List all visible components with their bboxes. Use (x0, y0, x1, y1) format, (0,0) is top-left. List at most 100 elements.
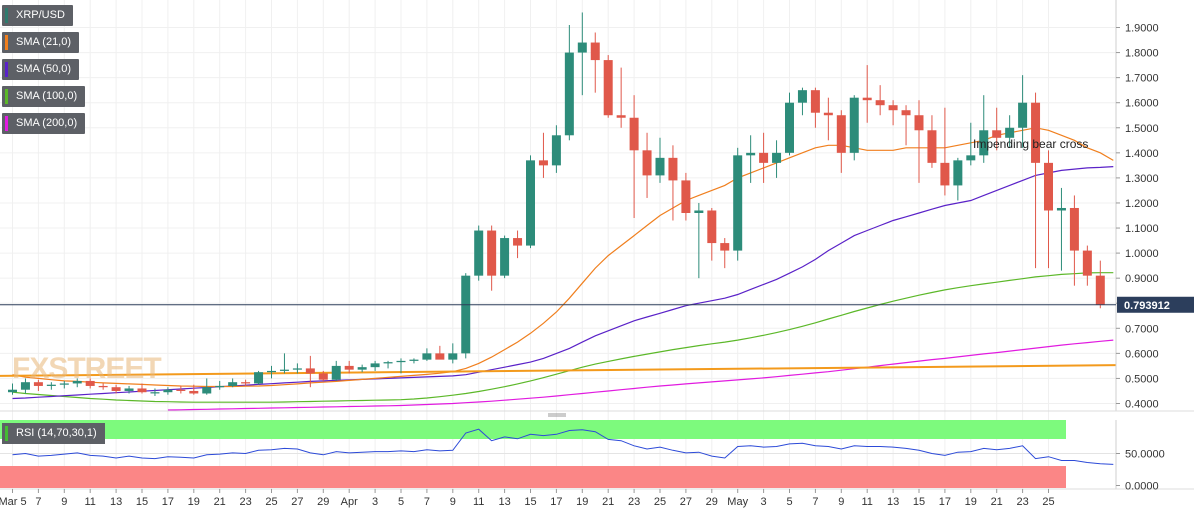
y-tick-label: 1.6000 (1125, 98, 1159, 110)
candle-body (279, 369, 289, 371)
candle-body (642, 150, 652, 176)
x-tick-label: 13 (887, 496, 899, 508)
legend-symbol[interactable]: XRP/USD (2, 5, 73, 26)
legend-sma100[interactable]: SMA (100,0) (2, 86, 86, 107)
sma50-swatch (5, 62, 8, 77)
candle-bearish (85, 378, 95, 389)
legend-sma200[interactable]: SMA (200,0) (2, 113, 86, 134)
x-tick-label: 7 (35, 496, 41, 508)
candle-body (98, 385, 108, 388)
legend-rsi[interactable]: RSI (14,70,30,1) (2, 423, 105, 444)
candle-bearish (344, 360, 354, 374)
candle-body (150, 392, 160, 394)
candle-body (461, 275, 471, 354)
candle-body (785, 102, 794, 153)
candle-bearish (862, 65, 872, 123)
candle-body (163, 389, 173, 393)
candle-bearish (707, 207, 717, 261)
long-sma-layer (0, 364, 1117, 377)
candle-body (720, 243, 730, 251)
candle-bullish (279, 353, 289, 374)
candle-body (538, 160, 548, 166)
x-tick-label: 15 (524, 496, 536, 508)
candle-bullish (564, 24, 574, 141)
candle-body (383, 362, 393, 364)
candle-body (966, 155, 976, 161)
candle-body (8, 389, 17, 393)
long-sma-line (0, 364, 1117, 377)
candle-bullish (331, 360, 341, 381)
candle-bearish (1044, 150, 1053, 269)
candle-body (318, 373, 328, 380)
candle-bearish (33, 379, 43, 391)
price-axis: 0.40000.50000.60000.70000.80000.90001.00… (0, 0, 1194, 417)
candle-bearish (1031, 92, 1041, 269)
candle-bullish (746, 135, 756, 183)
candle-body (344, 365, 354, 370)
candle-body (823, 112, 833, 116)
candle-bullish (461, 273, 471, 359)
current-price-badge (1117, 296, 1194, 313)
candle-bullish (46, 382, 56, 390)
x-tick-label: 17 (550, 496, 562, 508)
candle-bearish (241, 379, 251, 386)
y-tick-label: 1.5000 (1125, 123, 1159, 135)
candle-bearish (305, 355, 315, 388)
candle-bearish (590, 32, 600, 93)
rsi-line (12, 428, 1114, 465)
candle-bullish (357, 364, 367, 373)
candle-body (888, 105, 898, 111)
rsi-y-tick-label: 0.0000 (1125, 481, 1159, 493)
y-tick-label: 1.7000 (1125, 73, 1159, 85)
candle-body (668, 157, 678, 181)
candle-body (862, 97, 872, 101)
legend-sma50[interactable]: SMA (50,0) (2, 59, 80, 80)
x-tick-label: 25 (1042, 496, 1054, 508)
candle-bullish (228, 378, 238, 388)
candle-body (875, 100, 885, 106)
candle-bearish (927, 115, 937, 168)
candle-body (564, 52, 574, 136)
candle-bearish (111, 384, 121, 394)
x-tick-label: 27 (680, 496, 692, 508)
candle-bearish (888, 100, 898, 126)
candle-body (124, 388, 134, 391)
legend-sma21[interactable]: SMA (21,0) (2, 32, 80, 53)
candle-bullish (797, 87, 807, 116)
candle-bearish (810, 87, 820, 128)
candle-body (810, 90, 820, 113)
candle-body (111, 387, 121, 391)
candle-body (59, 383, 69, 385)
x-tick-label: 5 (398, 496, 404, 508)
y-tick-label: 0.4000 (1125, 399, 1159, 411)
x-tick-label: 15 (136, 496, 148, 508)
candle-bearish (823, 97, 833, 141)
candle-body (577, 42, 587, 53)
y-tick-label: 0.7000 (1125, 323, 1159, 335)
candle-bearish (720, 238, 730, 269)
candle-bullish (292, 363, 302, 374)
x-tick-label: 13 (498, 496, 510, 508)
grid (0, 0, 1116, 489)
x-tick-label: Mar 5 (0, 496, 27, 508)
candle-bullish (422, 348, 432, 361)
x-tick-label: 9 (61, 496, 67, 508)
x-tick-label: 3 (372, 496, 378, 508)
candle-bearish (189, 384, 199, 395)
candle-bullish (979, 95, 989, 163)
candle-body (176, 389, 186, 391)
candle-body (396, 360, 406, 363)
sma200-swatch (5, 116, 8, 131)
candle-body (797, 90, 807, 103)
x-tick-label: 27 (291, 496, 303, 508)
candle-body (694, 210, 704, 213)
x-tick-label: 11 (861, 496, 872, 508)
candle-body (551, 135, 561, 166)
candle-body (500, 238, 510, 276)
x-tick-label: 29 (706, 496, 718, 508)
x-tick-label: 13 (110, 496, 122, 508)
symbol-swatch (5, 8, 8, 23)
x-tick-label: 21 (991, 496, 1003, 508)
candle-bullish (383, 360, 393, 369)
candle-bearish (992, 107, 1002, 151)
